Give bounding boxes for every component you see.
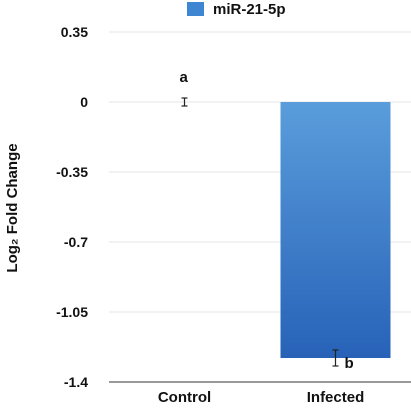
legend-swatch	[187, 2, 204, 16]
y-axis-ticks: 0.35 0 -0.35 -0.7 -1.05 -1.4	[56, 24, 88, 390]
x-tick-label: Control	[158, 389, 211, 404]
y-tick-label: -0.7	[64, 234, 88, 250]
legend-label: miR-21-5p	[213, 1, 286, 18]
legend: miR-21-5p	[187, 1, 286, 18]
y-tick-label: 0	[80, 94, 88, 110]
y-tick-label: 0.35	[61, 24, 88, 40]
error-bars	[181, 97, 339, 367]
significance-labels: ab	[180, 69, 354, 372]
y-tick-label: -1.05	[56, 304, 88, 320]
error-bar	[332, 349, 339, 367]
y-tick-label: -1.4	[64, 374, 88, 390]
y-axis-title: Log₂ Fold Change	[4, 143, 21, 272]
x-axis-ticks: Control Infected	[158, 389, 365, 406]
bar	[280, 102, 391, 358]
x-tick-label: Infected	[307, 389, 365, 404]
significance-label: a	[180, 69, 189, 86]
bars	[280, 102, 391, 358]
y-tick-label: -0.35	[56, 164, 88, 180]
significance-label: b	[345, 355, 354, 372]
error-bar	[181, 97, 188, 107]
